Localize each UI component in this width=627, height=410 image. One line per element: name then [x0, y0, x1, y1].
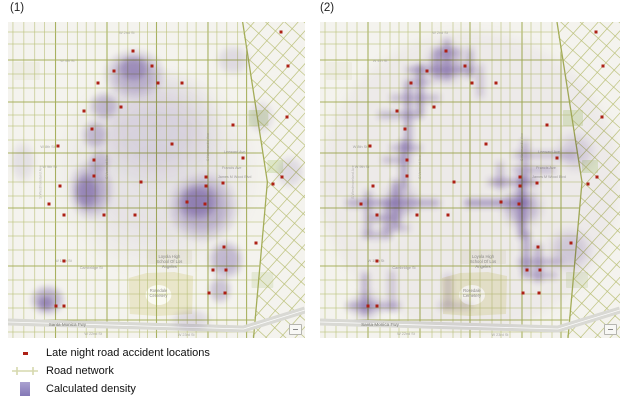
svg-text:S Normandie Ave: S Normandie Ave — [206, 133, 210, 161]
legend-item-density: Calculated density — [10, 380, 210, 398]
svg-text:W 9th St: W 9th St — [42, 165, 57, 169]
svg-text:W 8th St: W 8th St — [40, 145, 55, 149]
svg-text:Cemetery: Cemetery — [150, 293, 169, 298]
panel-2-label: (2) — [320, 2, 335, 14]
dash-icon — [293, 329, 298, 330]
density-swatch-icon — [20, 382, 30, 396]
svg-text:Cambridge St: Cambridge St — [392, 266, 416, 270]
map-attribution-icon[interactable] — [604, 324, 617, 335]
svg-text:Francis Ave: Francis Ave — [222, 166, 242, 170]
panel-1-label: (1) — [10, 2, 25, 14]
svg-text:Angeles: Angeles — [162, 264, 177, 269]
svg-text:W 2nd St: W 2nd St — [119, 31, 135, 35]
legend-label: Late night road accident locations — [46, 347, 210, 359]
svg-text:Cambridge St: Cambridge St — [80, 266, 104, 270]
svg-text:W 22nd St: W 22nd St — [397, 332, 416, 336]
svg-text:S Westmoreland Ave: S Westmoreland Ave — [39, 165, 43, 198]
map-attribution-icon[interactable] — [289, 324, 302, 335]
svg-text:W 15th St: W 15th St — [55, 259, 72, 263]
svg-text:Francis Ave: Francis Ave — [536, 166, 556, 170]
svg-text:Santa Monica Fwy: Santa Monica Fwy — [49, 322, 87, 327]
svg-text:W 9th St: W 9th St — [355, 165, 371, 169]
svg-text:Cemetery: Cemetery — [463, 293, 482, 298]
map-panel-network-density[interactable]: Loyola High School Of Los Angeles Rosedale C… — [320, 22, 620, 338]
legend-label: Road network — [46, 365, 114, 377]
svg-text:James M Wood Blvd: James M Wood Blvd — [218, 175, 251, 179]
legend-item-accidents: Late night road accident locations — [10, 344, 210, 362]
legend-label: Calculated density — [46, 383, 136, 395]
svg-text:W 23rd St: W 23rd St — [492, 333, 510, 337]
svg-text:S Vermont Ave: S Vermont Ave — [418, 155, 422, 179]
accident-point-icon — [22, 351, 28, 355]
svg-text:Leeward Ave: Leeward Ave — [224, 150, 246, 154]
svg-text:Santa Monica Fwy: Santa Monica Fwy — [361, 322, 399, 327]
map-panel-planar-density[interactable]: Loyola High School Of Los Angeles Rosedale C… — [8, 22, 305, 338]
svg-text:School Of Los: School Of Los — [156, 259, 182, 264]
svg-text:W 15th St: W 15th St — [368, 259, 386, 263]
svg-text:W 4th St: W 4th St — [60, 59, 75, 63]
svg-text:James M Wood Blvd: James M Wood Blvd — [532, 175, 566, 179]
svg-text:S Normandie Ave: S Normandie Ave — [520, 133, 524, 161]
svg-text:W 8th St: W 8th St — [353, 145, 369, 149]
dash-icon — [608, 329, 613, 330]
svg-text:Loyola High: Loyola High — [158, 254, 181, 259]
svg-text:Leeward Ave: Leeward Ave — [538, 150, 560, 154]
legend: Late night road accident locations Road … — [10, 344, 210, 398]
svg-text:W 22nd St: W 22nd St — [84, 332, 102, 336]
svg-text:S Westmoreland Ave: S Westmoreland Ave — [351, 165, 355, 198]
svg-text:S Vermont Ave: S Vermont Ave — [105, 155, 109, 179]
svg-text:Angeles: Angeles — [475, 264, 490, 269]
svg-text:W 4th St: W 4th St — [373, 59, 389, 63]
svg-text:W 23rd St: W 23rd St — [178, 333, 196, 337]
legend-item-road-network: Road network — [10, 362, 210, 380]
svg-text:W 2nd St: W 2nd St — [432, 31, 449, 35]
road-line-icon — [12, 367, 38, 375]
svg-text:Rosedale: Rosedale — [150, 288, 168, 293]
